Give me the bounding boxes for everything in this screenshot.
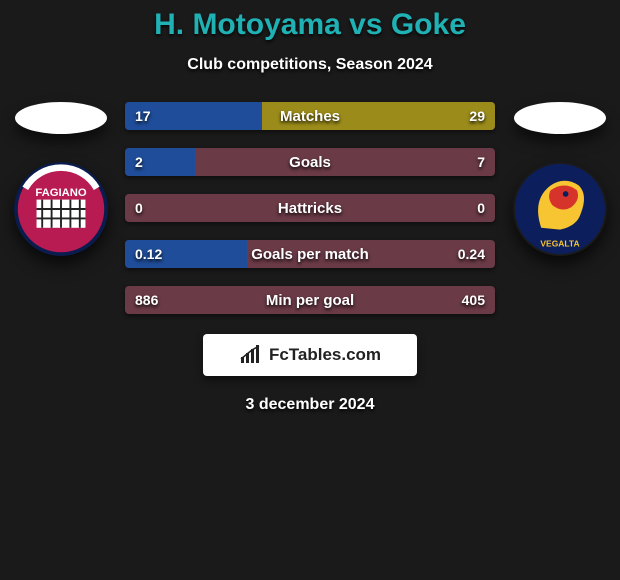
left-club-badge: FAGIANO — [14, 162, 108, 256]
stat-value-right: 7 — [467, 148, 495, 176]
page-title: H. Motoyama vs Goke — [0, 8, 620, 42]
stat-fill-left — [125, 102, 262, 130]
date-text: 3 december 2024 — [0, 396, 620, 414]
stat-fill-right — [262, 102, 495, 130]
stats-column: 1729Matches 27Goals 0 0Hattricks 0.120.24Goa… — [125, 102, 495, 314]
left-badge-text: FAGIANO — [35, 187, 87, 199]
stat-value-left: 0 — [125, 194, 153, 222]
right-side: VEGALTA — [505, 102, 614, 256]
left-side: FAGIANO — [6, 102, 115, 256]
stat-label: Min per goal — [125, 286, 495, 314]
stat-value-right: 0.24 — [448, 240, 495, 268]
brand-text: FcTables.com — [269, 345, 381, 365]
stat-fill-left — [125, 148, 195, 176]
stat-fill-left — [125, 240, 247, 268]
right-badge-text: VEGALTA — [540, 239, 579, 249]
stat-value-left: 886 — [125, 286, 168, 314]
comparison-infographic: H. Motoyama vs Goke Club competitions, S… — [0, 0, 620, 414]
stat-label: Hattricks — [125, 194, 495, 222]
stat-row: 27Goals — [125, 148, 495, 176]
stat-row: 0.120.24Goals per match — [125, 240, 495, 268]
chart-icon — [239, 345, 263, 365]
right-country-flag — [514, 102, 606, 134]
brand-box[interactable]: FcTables.com — [203, 334, 417, 376]
stat-row: 886 405Min per goal — [125, 286, 495, 314]
stat-row: 0 0Hattricks — [125, 194, 495, 222]
right-club-badge: VEGALTA — [513, 162, 607, 256]
stat-value-right: 405 — [452, 286, 495, 314]
main-row: FAGIANO 1729Matches 27Goals 0 0Hattricks 0.1… — [0, 102, 620, 314]
stat-value-right: 0 — [467, 194, 495, 222]
subtitle: Club competitions, Season 2024 — [0, 56, 620, 74]
stat-row: 1729Matches — [125, 102, 495, 130]
left-country-flag — [15, 102, 107, 134]
